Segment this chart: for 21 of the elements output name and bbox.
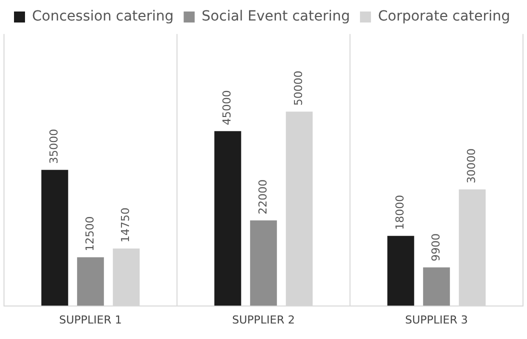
data-label: 45000 (220, 90, 234, 126)
data-label: 9900 (429, 233, 442, 262)
bar (214, 131, 242, 306)
legend-label: Social Event catering (202, 8, 350, 25)
bar (423, 267, 450, 306)
bar (77, 257, 104, 306)
data-label: 35000 (48, 128, 61, 164)
x-tick-label: SUPPLIER 2 (232, 313, 295, 326)
x-tick-label: SUPPLIER 1 (59, 313, 122, 326)
data-label: 22000 (256, 179, 270, 214)
data-label: 14750 (119, 208, 132, 243)
bar (41, 170, 68, 306)
data-label: 12500 (83, 216, 96, 252)
data-label: 50000 (292, 70, 306, 106)
data-label: 18000 (394, 194, 407, 230)
legend-label: Concession catering (32, 8, 174, 25)
bar (387, 236, 414, 306)
data-label: 30000 (465, 148, 478, 184)
x-tick-label: SUPPLIER 3 (405, 313, 468, 326)
legend-label: Corporate catering (378, 8, 510, 25)
bar (250, 220, 277, 306)
